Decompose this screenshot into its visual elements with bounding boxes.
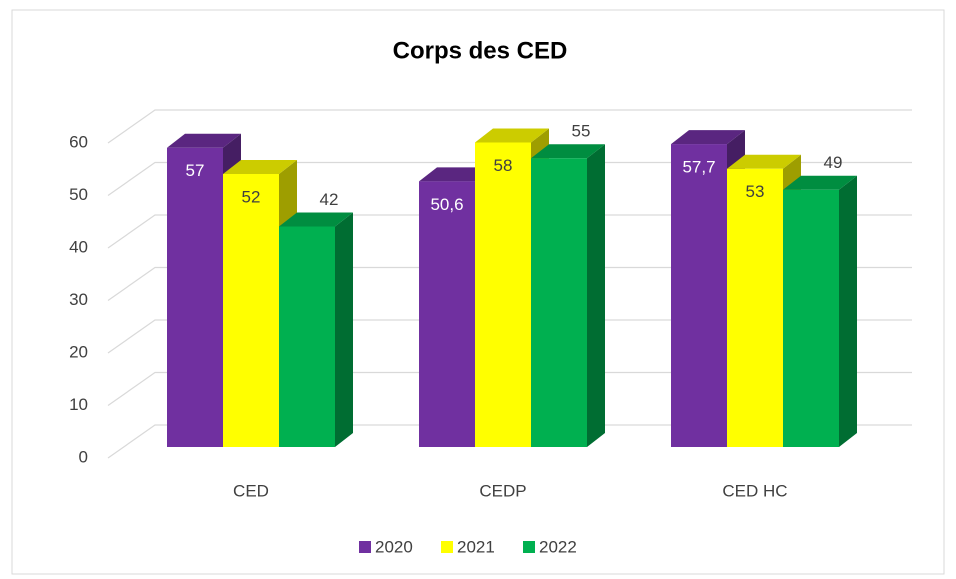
- bar-front: [671, 144, 727, 447]
- bar-front: [279, 226, 335, 447]
- grid-line: [107, 214, 912, 249]
- y-tick-label: 60: [69, 132, 88, 151]
- legend-label: 2021: [457, 537, 495, 556]
- bar-front: [419, 181, 475, 447]
- data-label: 52: [242, 187, 261, 206]
- data-label: 50,6: [430, 195, 463, 214]
- y-tick-label: 10: [69, 395, 88, 414]
- bar-top: [727, 154, 801, 169]
- bar-top: [671, 130, 745, 145]
- legend-swatch: [523, 541, 535, 553]
- grid-line: [107, 161, 912, 196]
- bar-side: [335, 212, 353, 447]
- bar-top: [783, 175, 857, 190]
- legend-swatch: [359, 541, 371, 553]
- bar-top: [531, 144, 605, 159]
- chart-title: Corps des CED: [393, 37, 568, 64]
- data-label: 58: [494, 156, 513, 175]
- bar-front: [531, 158, 587, 447]
- bar-side: [839, 175, 857, 447]
- grid-line: [107, 371, 912, 406]
- data-label: 49: [824, 153, 843, 172]
- data-label: 57: [186, 161, 205, 180]
- bar-front: [223, 174, 279, 447]
- bar-top: [475, 128, 549, 143]
- bar-front: [475, 142, 531, 447]
- y-tick-label: 20: [69, 342, 88, 361]
- data-label: 55: [572, 122, 591, 141]
- legend-label: 2022: [539, 537, 577, 556]
- grid-line: [107, 266, 912, 301]
- x-tick-label: CED HC: [722, 481, 787, 500]
- bar: [531, 144, 605, 447]
- bar-side: [587, 144, 605, 447]
- data-label: 42: [320, 190, 339, 209]
- bar-top: [167, 133, 241, 148]
- legend-label: 2020: [375, 537, 413, 556]
- data-label: 53: [746, 182, 765, 201]
- grid-line: [107, 424, 912, 459]
- x-tick-label: CEDP: [479, 481, 526, 500]
- bar-front: [783, 189, 839, 447]
- bar: [279, 212, 353, 447]
- bar-top: [419, 167, 493, 182]
- grid-line: [107, 109, 912, 144]
- x-tick-label: CED: [233, 481, 269, 500]
- bar-front: [167, 147, 223, 447]
- y-tick-label: 30: [69, 290, 88, 309]
- bar-top: [279, 212, 353, 227]
- grid-line: [107, 319, 912, 354]
- legend-swatch: [441, 541, 453, 553]
- bar-front: [727, 168, 783, 447]
- data-label: 57,7: [682, 158, 715, 177]
- y-tick-label: 40: [69, 237, 88, 256]
- y-tick-label: 0: [79, 447, 88, 466]
- bar-top: [223, 160, 297, 174]
- y-tick-label: 50: [69, 185, 88, 204]
- bar: [783, 175, 857, 447]
